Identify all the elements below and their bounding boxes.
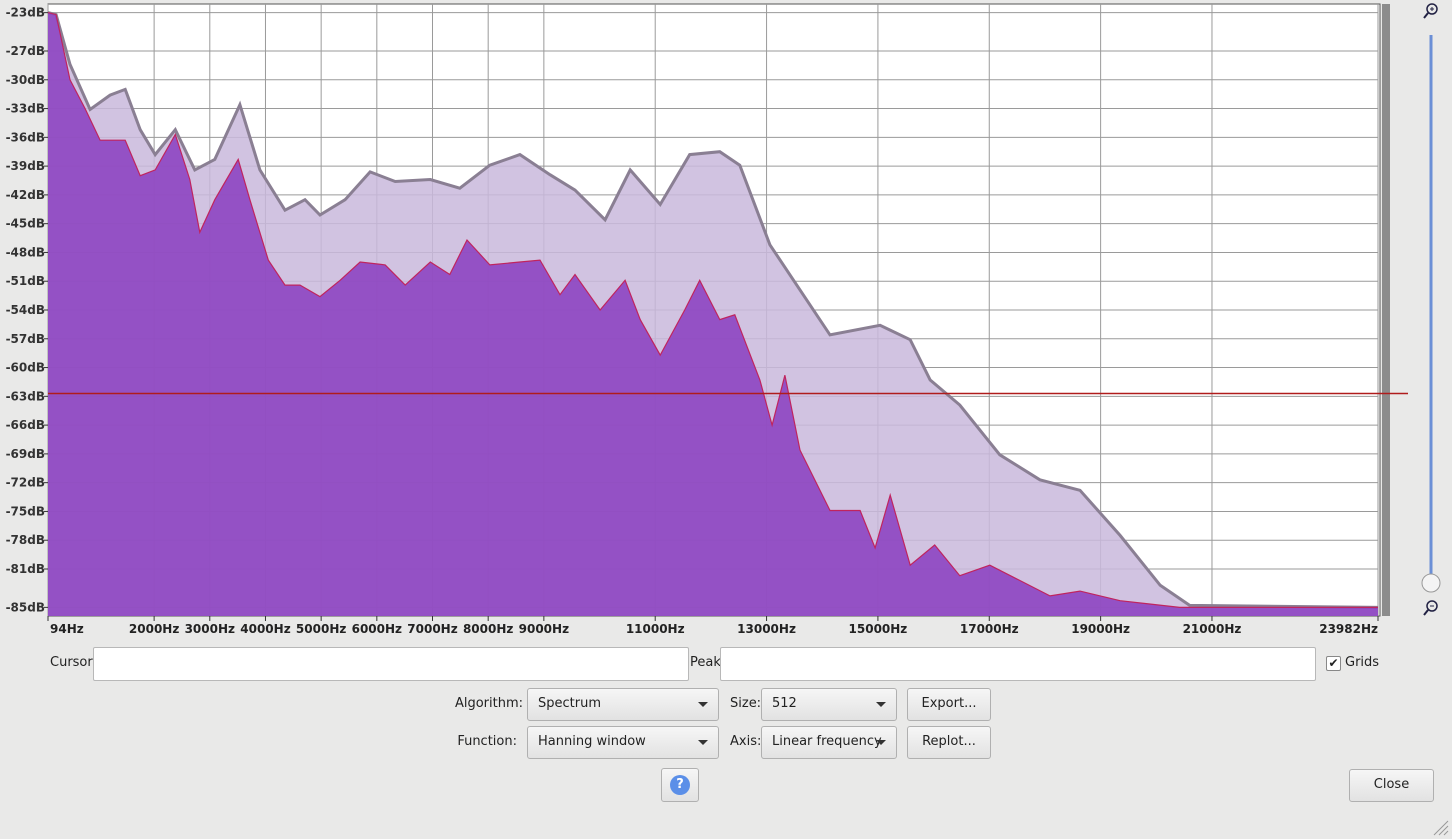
axis-label: Axis: <box>730 734 762 749</box>
y-tick-label: -45dB <box>6 217 45 231</box>
x-tick-label: 21000Hz <box>1183 622 1242 636</box>
spectrum-areas <box>47 11 1379 617</box>
zoom-out-icon[interactable] <box>1423 600 1438 616</box>
y-tick-label: -60dB <box>6 361 45 375</box>
algorithm-label: Algorithm: <box>454 696 523 711</box>
x-tick-label: 7000Hz <box>407 622 457 636</box>
help-icon: ? <box>670 775 690 795</box>
export-button[interactable]: Export... <box>907 688 991 721</box>
axis-dropdown[interactable]: Linear frequency <box>761 726 897 759</box>
x-tick-label: 13000Hz <box>737 622 796 636</box>
y-tick-label: -69dB <box>6 447 45 461</box>
function-value: Hanning window <box>538 734 646 749</box>
peak-label: Peak: <box>690 655 726 670</box>
cursor-field[interactable] <box>93 647 689 681</box>
x-tick-label: 4000Hz <box>240 622 290 636</box>
peak-field[interactable] <box>720 647 1316 681</box>
y-tick-label: -33dB <box>6 102 45 116</box>
x-tick-label: 2000Hz <box>129 622 179 636</box>
algorithm-dropdown[interactable]: Spectrum <box>527 688 719 721</box>
x-tick-label: 9000Hz <box>519 622 569 636</box>
spectrum-area <box>48 12 1378 617</box>
size-dropdown[interactable]: 512 <box>761 688 897 721</box>
y-tick-label: -30dB <box>6 73 45 87</box>
axis-value: Linear frequency <box>772 734 882 749</box>
function-label: Function: <box>457 734 517 749</box>
x-tick-label: 94Hz <box>50 622 84 636</box>
x-tick-label: 6000Hz <box>352 622 402 636</box>
y-tick-label: -27dB <box>6 44 45 58</box>
y-tick-label: -36dB <box>6 130 45 144</box>
algorithm-value: Spectrum <box>538 696 601 711</box>
scrollbar <box>1382 4 1390 616</box>
x-tick-label: 17000Hz <box>960 622 1019 636</box>
y-tick-label: -54dB <box>6 303 45 317</box>
y-tick-label: -78dB <box>6 533 45 547</box>
grids-label: Grids <box>1345 655 1380 670</box>
spectrum-plot: -23dB -27dB -30dB -33dB -36dB -39dB -42dB -45dB… <box>6 3 1441 636</box>
y-tick-label: -63dB <box>6 389 45 403</box>
y-tick-label: -48dB <box>6 245 45 259</box>
y-tick-label: -42dB <box>6 188 45 202</box>
y-tick-label: -51dB <box>6 274 45 288</box>
replot-button[interactable]: Replot... <box>907 726 991 759</box>
zoom-in-icon[interactable] <box>1423 3 1438 19</box>
y-tick-label: -85dB <box>6 600 45 614</box>
x-tick-label: 3000Hz <box>185 622 235 636</box>
axes: -23dB -27dB -30dB -33dB -36dB -39dB -42dB -45dB… <box>6 6 1408 636</box>
x-tick-label: 8000Hz <box>463 622 513 636</box>
x-tick-label: 23982Hz <box>1319 622 1378 636</box>
grids-checkbox[interactable]: ✔ <box>1326 656 1341 671</box>
cursor-label: Cursor: <box>50 655 97 670</box>
y-tick-label: -23dB <box>6 6 45 20</box>
function-dropdown[interactable]: Hanning window <box>527 726 719 759</box>
x-tick-label: 15000Hz <box>849 622 908 636</box>
resize-grip <box>1433 820 1449 836</box>
y-tick-label: -66dB <box>6 418 45 432</box>
x-tick-label: 5000Hz <box>296 622 346 636</box>
zoom-slider[interactable] <box>1421 35 1441 593</box>
spectrum-line <box>47 12 1378 608</box>
close-button[interactable]: Close <box>1349 769 1434 802</box>
y-tick-label: -57dB <box>6 332 45 346</box>
x-tick-label: 11000Hz <box>626 622 685 636</box>
spectrum-line <box>47 11 1379 609</box>
size-value: 512 <box>772 696 797 711</box>
help-button[interactable]: ? <box>661 768 699 802</box>
slider-knob[interactable] <box>1421 573 1441 593</box>
y-tick-label: -75dB <box>6 504 45 518</box>
y-tick-label: -72dB <box>6 476 45 490</box>
x-tick-label: 19000Hz <box>1071 622 1130 636</box>
y-tick-label: -81dB <box>6 562 45 576</box>
size-label: Size: <box>730 696 762 711</box>
y-tick-label: -39dB <box>6 159 45 173</box>
